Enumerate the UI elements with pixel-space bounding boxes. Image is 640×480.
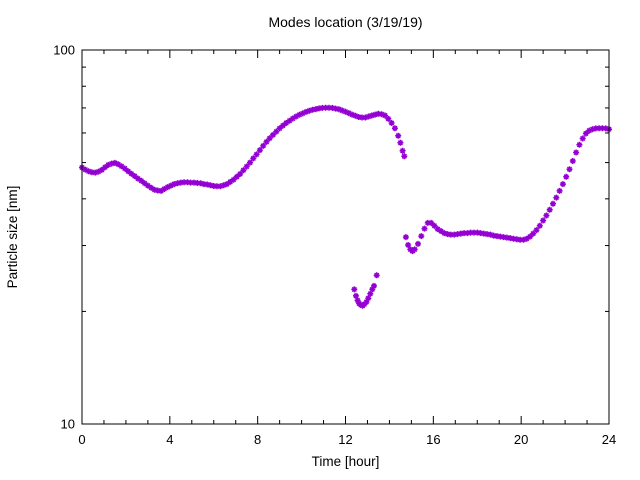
scatter-points (79, 104, 612, 309)
series-morning-mode (79, 104, 408, 194)
x-tick-label: 12 (338, 432, 352, 447)
y-axis-label: Particle size [nm] (5, 186, 20, 289)
x-tick-label: 24 (602, 432, 616, 447)
x-tick-label: 16 (426, 432, 440, 447)
y-tick-label: 10 (61, 417, 75, 432)
x-tick-label: 20 (514, 432, 528, 447)
plot-frame (81, 49, 610, 425)
chart-title: Modes location (3/19/19) (268, 14, 422, 30)
x-tick-label: 0 (78, 432, 85, 447)
x-tick-label: 4 (166, 432, 173, 447)
series-afternoon-mode (402, 125, 612, 255)
series-low-mode-cluster (351, 272, 380, 309)
y-tick-label: 100 (53, 43, 75, 58)
x-tick-label: 8 (254, 432, 261, 447)
x-axis-label: Time [hour] (312, 454, 380, 469)
axis-tick-labels: 0 4 8 12 16 20 24 10 100 (53, 43, 616, 448)
